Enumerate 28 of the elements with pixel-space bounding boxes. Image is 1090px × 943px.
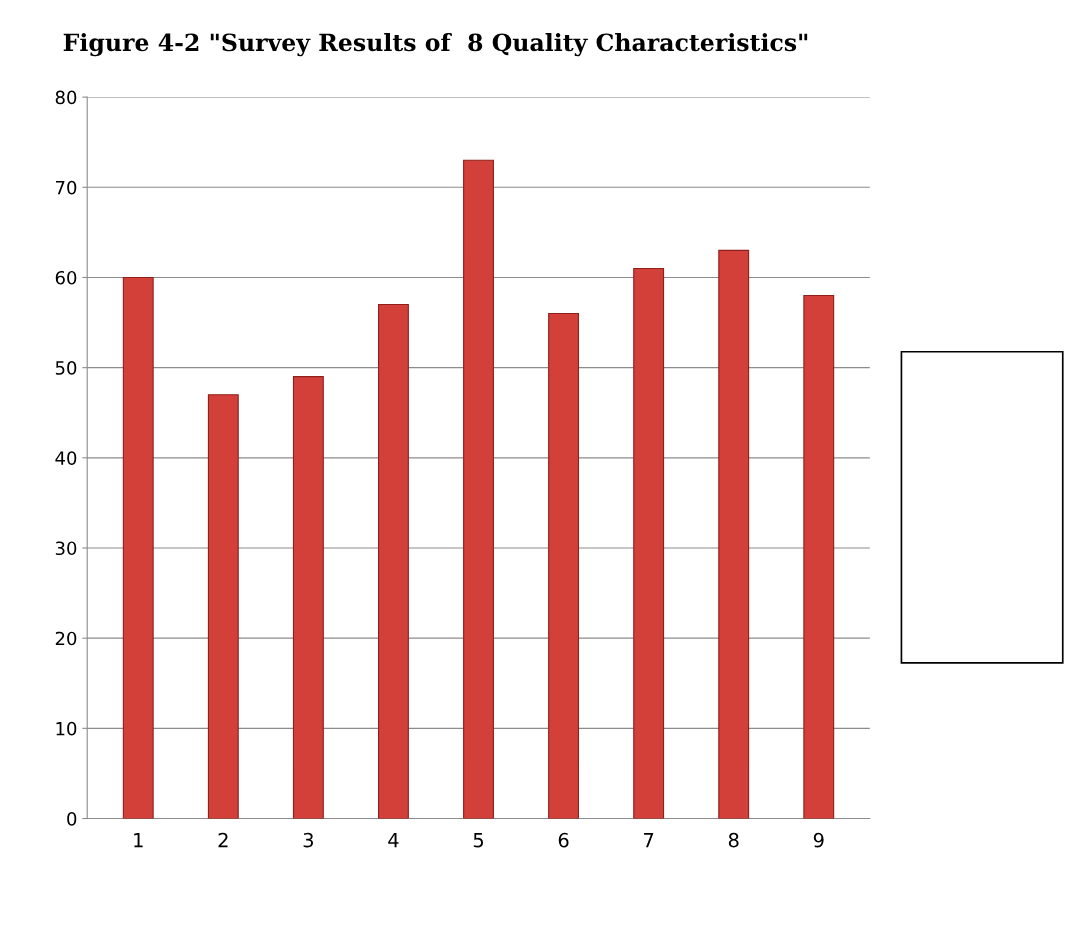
bar	[463, 159, 494, 819]
y-tick-label: 50	[55, 361, 77, 375]
x-tick-label: 2	[218, 832, 228, 848]
y-tick-label: 30	[55, 541, 77, 556]
y-tick-label: 20	[55, 631, 77, 646]
x-tick-label: 4	[388, 833, 399, 848]
bar	[803, 294, 835, 819]
y-tick-label: 60	[55, 270, 77, 285]
bar	[548, 312, 580, 819]
x-tick-label: 3	[303, 832, 313, 848]
bar	[633, 267, 665, 819]
y-tick-label: 40	[55, 451, 77, 465]
y-tick-label: 70	[55, 180, 77, 195]
chart-title: Figure 4-2 "Survey Results of 8 Quality Characteristics"	[63, 33, 808, 57]
x-tick-label: 5	[473, 833, 483, 848]
x-tick-label: 8	[728, 832, 739, 848]
x-tick-label: 6	[558, 832, 569, 848]
bar	[292, 376, 324, 819]
bar	[207, 394, 239, 819]
y-tick-label: 80	[55, 90, 77, 105]
x-tick-label: 1	[134, 833, 143, 848]
y-tick-label: 10	[56, 721, 77, 736]
x-tick-label: 7	[644, 833, 654, 848]
bar	[122, 276, 154, 819]
bar	[718, 249, 750, 819]
x-tick-label: 9	[813, 832, 824, 848]
bar	[378, 303, 409, 819]
y-tick-label: 0	[67, 811, 77, 826]
